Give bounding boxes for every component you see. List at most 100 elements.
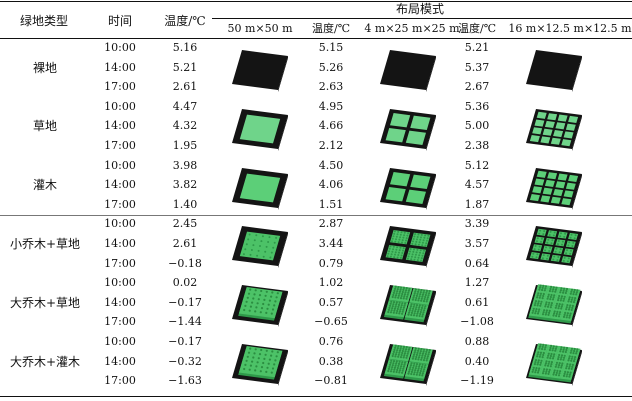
- cell-m2: 0.61: [464, 295, 490, 309]
- header-mode-1-temp: 温度/℃: [311, 22, 350, 35]
- cell-time: 14:00: [104, 178, 136, 192]
- cell-m1: 5.26: [318, 60, 344, 74]
- cell-m1: 0.79: [318, 256, 344, 270]
- cell-m2: 0.64: [464, 256, 490, 270]
- layout-thumbnail-mode-1: [232, 108, 288, 151]
- cell-time: 14:00: [104, 119, 136, 133]
- mid-rule: [0, 215, 632, 216]
- layout-group-rule: [212, 18, 632, 19]
- cell-m1: −0.65: [314, 315, 348, 329]
- row-type: 草地: [32, 119, 57, 134]
- cell-temp: 2.61: [172, 80, 198, 94]
- cell-time: 17:00: [104, 197, 136, 211]
- cell-temp: 3.82: [172, 178, 198, 192]
- cell-temp: 5.16: [172, 41, 198, 54]
- cell-m2: 5.36: [464, 99, 490, 113]
- layout-thumbnail-mode-3: [526, 108, 582, 151]
- layout-thumbnail-mode-1: [232, 344, 288, 386]
- cell-m2: 5.00: [464, 119, 490, 133]
- layout-thumbnail-mode-3: [526, 284, 582, 328]
- header-mode-2: 4 m×25 m×25 m: [364, 22, 460, 35]
- cell-m2: 1.87: [464, 197, 490, 211]
- cell-time: 14:00: [104, 354, 136, 368]
- layout-thumbnail-mode-1: [232, 285, 288, 328]
- layout-thumbnail-mode-2: [380, 344, 436, 386]
- layout-thumbnail-mode-3: [526, 167, 582, 210]
- cell-temp: 2.61: [172, 237, 198, 250]
- cell-time: 14:00: [104, 295, 136, 309]
- cell-m1: 2.12: [318, 139, 344, 152]
- cell-time: 17:00: [104, 80, 136, 94]
- layout-thumbnail-mode-3: [526, 343, 582, 386]
- cell-m2: 0.88: [464, 335, 490, 348]
- cell-time: 17:00: [104, 374, 136, 388]
- cell-m1: 1.51: [318, 197, 344, 211]
- cell-m1: 5.15: [318, 41, 344, 54]
- cell-temp: −0.17: [168, 295, 202, 309]
- cell-m2: 3.39: [464, 217, 490, 231]
- layout-thumbnail-mode-2: [380, 226, 436, 269]
- cell-m2: 3.57: [464, 237, 490, 250]
- cell-m1: −0.81: [314, 374, 348, 388]
- layout-thumbnail-mode-3: [526, 50, 582, 92]
- cell-m2: 0.40: [464, 354, 490, 368]
- cell-temp: −0.32: [168, 354, 202, 368]
- header-time: 时间: [107, 14, 132, 28]
- row-type: 大乔木+草地: [10, 295, 81, 310]
- cell-m1: 4.50: [318, 158, 344, 172]
- cell-m1: 1.02: [318, 276, 344, 290]
- layout-thumbnail-mode-3: [526, 226, 582, 269]
- cell-m2: 5.12: [464, 158, 490, 172]
- cell-time: 17:00: [104, 139, 136, 152]
- row-type: 裸地: [32, 60, 57, 75]
- cell-time: 17:00: [104, 315, 136, 329]
- top-rule: [0, 1, 632, 2]
- cell-time: 10:00: [104, 41, 136, 54]
- cell-temp: 0.02: [172, 276, 198, 290]
- cell-m2: 1.27: [464, 276, 490, 290]
- header-mode-3: 16 m×12.5 m×12.5 m: [508, 22, 632, 35]
- cell-m2: −1.08: [460, 315, 494, 329]
- cell-time: 10:00: [104, 99, 136, 113]
- layout-thumbnail-mode-2: [380, 108, 436, 151]
- row-type: 大乔木+灌木: [10, 354, 81, 369]
- cell-m1: 2.87: [318, 217, 344, 231]
- bottom-rule: [0, 396, 632, 397]
- cell-m2: 2.38: [464, 139, 490, 152]
- cell-m1: 4.06: [318, 178, 344, 192]
- cell-temp: 1.95: [172, 139, 198, 152]
- cell-temp: 5.21: [172, 60, 198, 74]
- cell-time: 10:00: [104, 276, 136, 290]
- cell-time: 10:00: [104, 217, 136, 231]
- header-type: 绿地类型: [19, 14, 68, 28]
- cell-m1: 2.63: [318, 80, 344, 94]
- layout-thumbnail-mode-2: [380, 167, 436, 210]
- layout-thumbnail-mode-1: [232, 167, 288, 210]
- cell-temp: 1.40: [172, 197, 198, 211]
- header-rule: [0, 38, 632, 39]
- cell-m1: 4.66: [318, 119, 344, 133]
- header-layout-group: 布局模式: [395, 2, 444, 16]
- layout-thumbnail-mode-2: [380, 285, 436, 328]
- cell-m2: 5.37: [464, 60, 490, 74]
- cell-temp: −1.44: [168, 315, 202, 329]
- cell-m1: 4.95: [318, 99, 344, 113]
- cell-m2: 5.21: [464, 41, 490, 54]
- row-type: 灌木: [32, 178, 57, 193]
- cell-time: 14:00: [104, 60, 136, 74]
- cell-m1: 0.38: [318, 354, 344, 368]
- cell-m2: 4.57: [464, 178, 490, 192]
- header-temp: 温度/℃: [164, 14, 206, 28]
- cell-time: 14:00: [104, 237, 136, 250]
- cell-temp: 4.47: [172, 99, 198, 113]
- cell-m2: −1.19: [460, 374, 494, 388]
- cell-time: 10:00: [104, 158, 136, 172]
- header-mode-1: 50 m×50 m: [227, 22, 293, 35]
- layout-thumbnail-mode-1: [232, 226, 288, 269]
- cell-temp: 3.98: [172, 158, 198, 172]
- cell-temp: −0.17: [168, 335, 202, 348]
- cell-m1: 3.44: [318, 237, 344, 250]
- cell-time: 10:00: [104, 335, 136, 348]
- cell-m1: 0.57: [318, 295, 344, 309]
